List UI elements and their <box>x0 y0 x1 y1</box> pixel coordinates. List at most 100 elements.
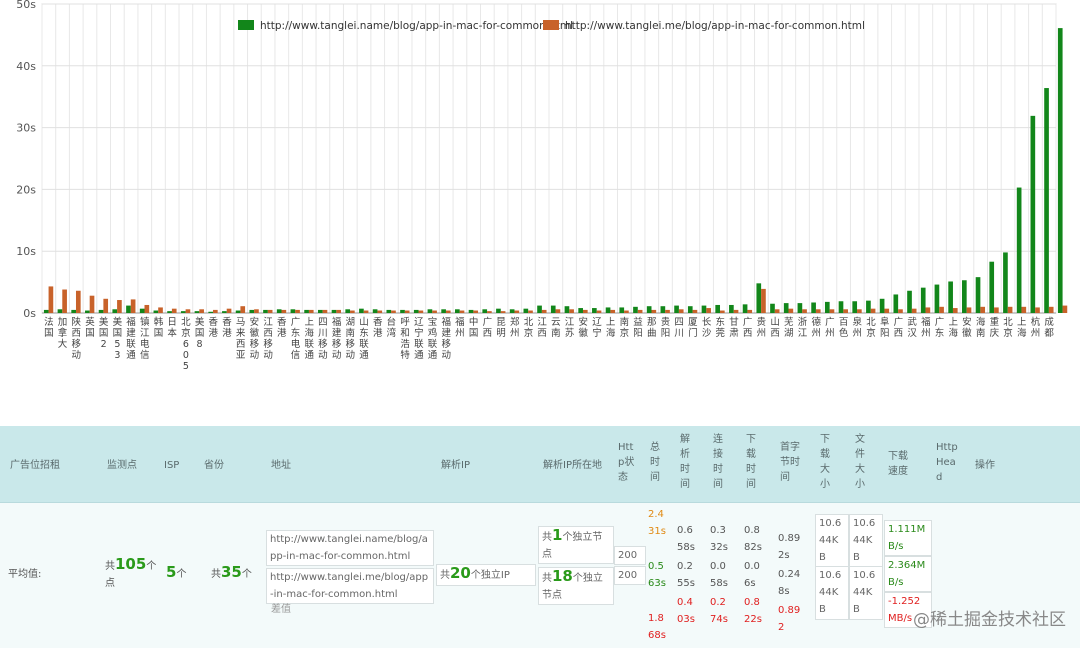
bar-name <box>1044 88 1049 313</box>
x-tick-label: 北京 <box>1003 317 1013 339</box>
bar-me <box>555 309 561 313</box>
connect-time-2: 0.058s <box>710 561 728 589</box>
address-cell-1[interactable]: http://www.tanglei.name/blog/app-in-mac-… <box>266 530 434 566</box>
bar-name <box>482 309 488 313</box>
bar-me <box>747 309 753 313</box>
bar-me <box>404 310 410 313</box>
table-header <box>0 426 1080 503</box>
bar-name <box>756 283 762 313</box>
x-tick-label: 那曲 <box>647 317 657 339</box>
x-tick-label: 甘肃 <box>729 316 739 339</box>
bar-me <box>62 289 67 313</box>
x-tick-label: 江西 <box>537 317 547 339</box>
bar-name <box>180 311 186 313</box>
bar-name <box>235 310 241 313</box>
bar-name <box>208 311 214 313</box>
x-tick-label: 广西 <box>743 316 753 339</box>
bar-me <box>514 310 520 313</box>
bar-name <box>866 300 871 313</box>
bar-me <box>733 309 739 313</box>
download-speed-1: 1.111MB/s <box>884 520 932 556</box>
header-monitor: 监测点 <box>107 460 137 471</box>
x-tick-label: 福建联通 <box>126 316 136 361</box>
bar-me <box>569 309 574 313</box>
bar-me <box>103 298 109 313</box>
bar-name <box>687 306 693 313</box>
bar-name <box>879 298 885 313</box>
bar-me <box>829 309 835 313</box>
header-connect-time: 连接时间 <box>713 434 723 490</box>
bar-me <box>541 309 547 313</box>
x-tick-label: 广东电信 <box>291 316 301 361</box>
bar-me <box>336 309 341 313</box>
x-tick-label: 福州 <box>921 316 931 339</box>
x-tick-label: 广西 <box>894 316 904 339</box>
bar-name <box>537 305 542 313</box>
bar-name <box>715 304 721 313</box>
header-ad[interactable]: 广告位招租 <box>10 460 60 471</box>
x-tick-label: 广东 <box>935 316 945 339</box>
header-resolve-ip: 解析IP <box>441 460 470 471</box>
stats-table: 广告位招租 监测点 ISP 省份 地址 解析IP 解析IP所在地 Http状态 … <box>0 426 1080 648</box>
bar-name <box>975 277 981 313</box>
bar-me <box>226 308 232 313</box>
bar-me <box>678 309 684 313</box>
bar-me <box>487 311 492 313</box>
isp-count-cell: 5个 <box>166 563 187 581</box>
legend-swatch <box>543 20 559 30</box>
header-total-time: 总时间 <box>650 442 660 483</box>
bar-me <box>870 308 876 313</box>
bar-me <box>322 309 328 313</box>
bar-me <box>1035 307 1040 313</box>
x-tick-label: 贵州 <box>757 316 767 339</box>
bar-me <box>459 310 465 313</box>
x-tick-label: 贵阳 <box>661 316 671 339</box>
resolve-ip-cell: 共20个独立IP <box>436 564 536 586</box>
x-tick-label: 陕西移动 <box>71 316 81 361</box>
x-tick-label: 福州 <box>455 316 465 339</box>
dns-time-2: 0.255s <box>677 561 695 589</box>
x-tick-label: 上海 <box>948 317 958 339</box>
bar-name <box>139 308 145 313</box>
bar-name <box>427 309 433 313</box>
bar-name <box>742 304 748 313</box>
download-time-2: 0.06s <box>744 561 760 589</box>
bar-me <box>610 309 616 313</box>
x-tick-label: 海南 <box>976 316 986 339</box>
bar-name <box>441 309 446 313</box>
bar-name <box>893 294 899 313</box>
bar-name <box>729 304 734 313</box>
bar-name <box>290 309 296 313</box>
bar-me <box>884 308 890 313</box>
y-tick-label: 40s <box>16 60 36 73</box>
first-byte-2: 0.248s <box>778 569 801 597</box>
x-tick-label: 北京 <box>866 317 876 339</box>
bar-name <box>578 308 583 313</box>
download-size-2: 10.644KB <box>815 566 849 620</box>
total-time-diff: 1.868s <box>648 613 666 641</box>
bar-name <box>454 309 460 313</box>
bar-me <box>857 309 862 313</box>
bar-name <box>674 305 679 313</box>
bar-name <box>770 303 775 313</box>
bar-me <box>1048 306 1054 313</box>
bar-name <box>989 261 995 313</box>
bar-name <box>71 309 76 313</box>
bar-me <box>911 308 917 313</box>
x-tick-label: 日本 <box>167 317 177 339</box>
download-size-1: 10.644KB <box>815 514 849 568</box>
bar-name <box>126 305 131 313</box>
bar-me <box>966 307 972 313</box>
bar-name <box>605 307 611 313</box>
x-tick-label: 云南 <box>551 317 561 339</box>
x-tick-label: 韩国 <box>154 316 164 339</box>
address-cell-2[interactable]: http://www.tanglei.me/blog/app-in-mac-fo… <box>266 568 434 604</box>
bar-me <box>1007 306 1013 313</box>
bar-name <box>646 306 652 313</box>
x-tick-label: 百色 <box>839 317 849 339</box>
total-time-1: 2.431s <box>648 509 666 537</box>
bar-me <box>720 310 725 313</box>
bar-me <box>144 304 150 313</box>
bar-name <box>550 305 556 313</box>
bar-me <box>281 309 287 313</box>
